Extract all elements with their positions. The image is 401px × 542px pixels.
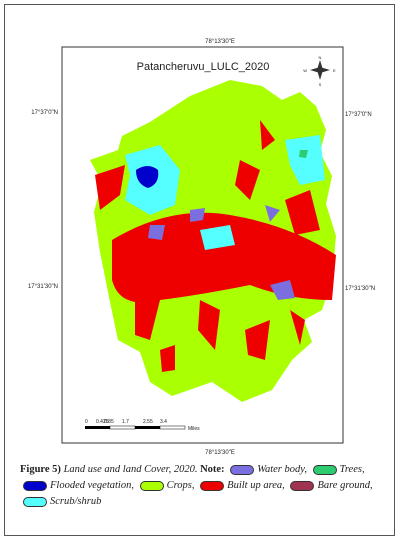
coord-label: 17°37'0"N bbox=[31, 110, 58, 116]
coord-label: 17°31'30"N bbox=[345, 286, 375, 292]
legend-label: Bare ground, bbox=[317, 480, 373, 491]
coord-label: 78°13'30"E bbox=[205, 450, 235, 456]
figure-label: Figure 5) bbox=[20, 464, 61, 475]
legend-label: Built up area, bbox=[227, 480, 285, 491]
legend-swatch bbox=[200, 480, 225, 491]
legend-swatch bbox=[139, 480, 164, 491]
north-arrow: N E S W bbox=[303, 55, 336, 87]
page bbox=[4, 4, 395, 536]
coord-label: 17°37'0"N bbox=[345, 112, 372, 118]
caption: Figure 5) Land use and land Cover, 2020.… bbox=[20, 462, 390, 510]
legend-label: Trees, bbox=[339, 464, 365, 475]
legend-label: Crops, bbox=[166, 480, 195, 491]
compass-label: E bbox=[333, 68, 336, 73]
scale-label: 1.7 bbox=[122, 419, 129, 425]
lulc-map bbox=[90, 80, 336, 402]
scale-label: 3.4 bbox=[160, 419, 167, 425]
compass-label: S bbox=[319, 82, 322, 87]
legend-label: Water body, bbox=[257, 464, 307, 475]
legend-label: Flooded vegetation, bbox=[50, 480, 134, 491]
coord-label: 78°13'30"E bbox=[205, 39, 235, 45]
scale-label: 0.85 bbox=[104, 419, 114, 425]
legend-label: Scrub/shrub bbox=[50, 496, 102, 507]
scale-label: 0 bbox=[85, 419, 88, 425]
legend-swatch bbox=[312, 464, 337, 475]
legend-swatch bbox=[290, 480, 315, 491]
caption-text: Land use and land Cover, 2020. bbox=[63, 464, 198, 475]
scale-bar bbox=[85, 425, 186, 430]
legend-swatch bbox=[23, 480, 47, 491]
compass-label: W bbox=[303, 68, 307, 73]
map-title: Patancheruvu_LULC_2020 bbox=[137, 61, 270, 73]
coord-label: 17°31'30"N bbox=[28, 284, 58, 290]
compass-label: N bbox=[319, 55, 322, 60]
scale-unit: Miles bbox=[188, 426, 200, 432]
scale-label: 2.55 bbox=[143, 419, 153, 425]
map: Patancheruvu_LULC_2020 78°13'30"E 78°13'… bbox=[28, 39, 375, 456]
scale-label: 0.425 bbox=[96, 419, 109, 425]
legend-swatch bbox=[23, 496, 47, 507]
legend-swatch bbox=[230, 464, 255, 475]
note-label: Note: bbox=[200, 464, 225, 475]
